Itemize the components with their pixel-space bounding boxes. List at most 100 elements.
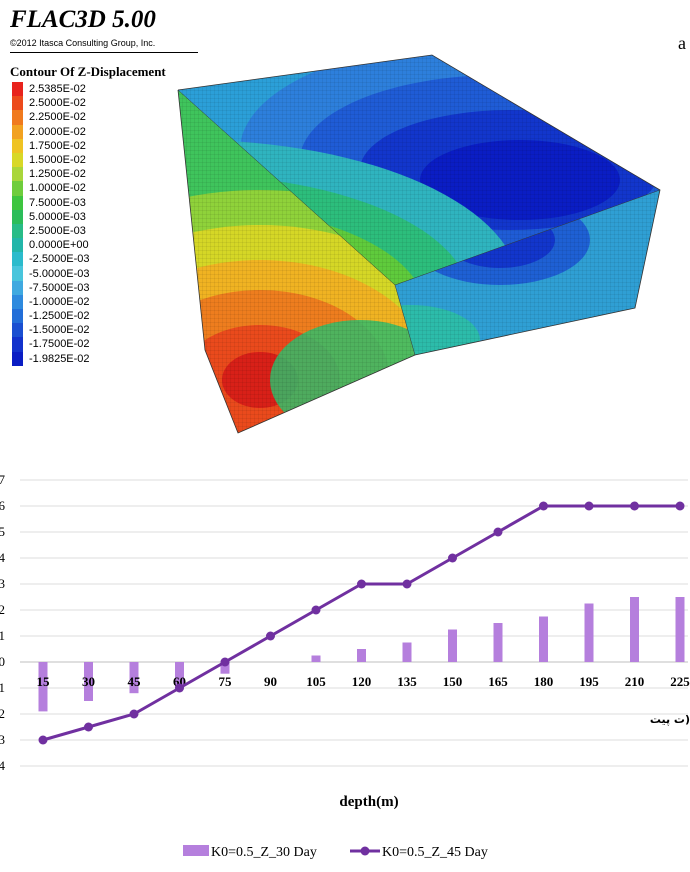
bar-30-day <box>539 616 548 662</box>
legend-swatch <box>12 181 23 196</box>
x-tick-label: 225 <box>670 674 690 689</box>
y-tick-labels: 7 6 5 4 3 2 1 0 1 2 3 4 <box>0 472 6 773</box>
legend-entry: -1.5000E-02 <box>12 323 90 338</box>
legend-value: -1.0000E-02 <box>29 295 90 308</box>
x-tick-label: 45 <box>128 674 142 689</box>
x-tick-label: 75 <box>219 674 233 689</box>
contour-legend: 2.5385E-02 2.5000E-02 2.2500E-02 2.0000E-02… <box>12 82 90 366</box>
y-tick-label: 5 <box>0 524 5 539</box>
x-tick-label: 105 <box>306 674 326 689</box>
bar-30-day <box>448 629 457 662</box>
legend-swatch <box>12 110 23 125</box>
line-point-45-day <box>84 722 93 732</box>
line-point-45-day <box>311 605 321 615</box>
bar-30-day <box>311 655 321 662</box>
x-tick-labels: 15 30 45 60 75 90 105 120 135 150 165 180 195 210 225 <box>37 674 690 689</box>
legend-swatch <box>12 280 23 295</box>
legend-value: 1.2500E-02 <box>29 168 86 181</box>
x-tick-label: 30 <box>82 674 95 689</box>
bar-series <box>38 597 685 712</box>
y-tick-label: 1 <box>0 680 5 695</box>
legend-value: 0.0000E+00 <box>29 239 89 252</box>
legend-entry: -1.9825E-02 <box>12 351 90 366</box>
legend-bar-swatch <box>183 845 209 856</box>
line-point-45-day <box>493 527 503 537</box>
x-tick-label: 90 <box>264 674 277 689</box>
legend-value: -7.5000E-03 <box>29 281 90 294</box>
chart-legend: K0=0.5_Z_30 Day K0=0.5_Z_45 Day <box>183 845 488 860</box>
legend-entry: 2.5000E-02 <box>12 96 90 111</box>
legend-entry: 1.0000E-02 <box>12 181 90 196</box>
line-point-45-day <box>175 683 184 693</box>
line-point-45-day <box>675 501 685 511</box>
line-point-45-day <box>630 501 639 511</box>
x-tick-label: 180 <box>534 674 554 689</box>
legend-swatch <box>12 152 23 168</box>
legend-value: 1.0000E-02 <box>29 182 86 195</box>
x-tick-label: 195 <box>579 674 599 689</box>
grid <box>20 479 688 767</box>
y-tick-label: 3 <box>0 732 5 747</box>
contour-legend-title: Contour Of Z-Displacement <box>10 64 166 79</box>
line-point-45-day <box>129 709 139 719</box>
line-point-45-day <box>448 553 457 563</box>
y-tick-label: 0 <box>0 654 5 669</box>
legend-swatch <box>12 309 23 324</box>
line-45-day <box>42 504 680 742</box>
bar-30-day <box>493 623 503 662</box>
legend-swatch <box>12 323 23 338</box>
legend-entry: 1.7500E-02 <box>12 138 90 153</box>
legend-swatch <box>12 209 23 224</box>
legend-value: 2.5000E-03 <box>29 224 86 237</box>
bar-30-day <box>84 662 93 701</box>
line-point-45-day <box>38 735 48 745</box>
legend-entry: 2.5385E-02 <box>12 82 90 97</box>
legend-swatch <box>12 82 23 97</box>
bar-30-day <box>220 662 230 674</box>
legend-entry: 2.0000E-02 <box>12 124 90 139</box>
legend-entry: 7.5000E-03 <box>12 195 90 210</box>
panel-label: a <box>678 33 686 53</box>
contour-model-image <box>177 54 661 434</box>
y-tick-label: 2 <box>0 602 5 617</box>
line-point-45-day <box>402 579 412 589</box>
y-tick-label: 4 <box>0 758 6 773</box>
legend-entry: -1.0000E-02 <box>12 294 90 309</box>
legend-entry: 5.0000E-03 <box>12 209 90 224</box>
line-series <box>38 501 685 745</box>
legend-swatch <box>12 167 23 182</box>
bar-30-day <box>175 662 184 688</box>
bar-30-day <box>584 603 594 662</box>
legend-swatch <box>12 266 23 281</box>
legend-swatch <box>12 195 23 210</box>
legend-value: -1.2500E-02 <box>29 310 90 323</box>
legend-entry: -7.5000E-03 <box>12 280 90 295</box>
x-tick-label: 210 <box>625 674 645 689</box>
flac-copyright: ©2012 Itasca Consulting Group, Inc. <box>10 38 156 48</box>
legend-value: -1.7500E-02 <box>29 338 90 351</box>
legend-swatch <box>12 238 23 253</box>
legend-line-marker <box>360 846 370 856</box>
legend-entry: 1.5000E-02 <box>12 152 90 168</box>
legend-value: -5.0000E-03 <box>29 267 90 280</box>
legend-value: 2.0000E-02 <box>29 125 86 138</box>
legend-value: -1.9825E-02 <box>29 352 90 365</box>
legend-value: 1.5000E-02 <box>29 154 86 167</box>
line-point-45-day <box>266 631 275 641</box>
x-axis-label: depth(m) <box>339 794 398 810</box>
legend-swatch <box>12 294 23 309</box>
bar-30-day <box>402 642 412 662</box>
legend-line-label: K0=0.5_Z_45 Day <box>382 845 488 860</box>
bar-30-day <box>129 662 139 694</box>
legend-entry: 0.0000E+00 <box>12 238 90 253</box>
x-tick-label: 165 <box>488 674 508 689</box>
legend-value: 2.2500E-02 <box>29 111 86 124</box>
line-point-45-day <box>220 657 230 667</box>
legend-swatch <box>12 252 23 267</box>
legend-value: 2.5000E-02 <box>29 97 86 110</box>
y-tick-label: 7 <box>0 472 6 487</box>
legend-entry: -5.0000E-03 <box>12 266 90 281</box>
legend-value: 2.5385E-02 <box>29 83 86 96</box>
legend-value: -1.5000E-02 <box>29 324 90 337</box>
